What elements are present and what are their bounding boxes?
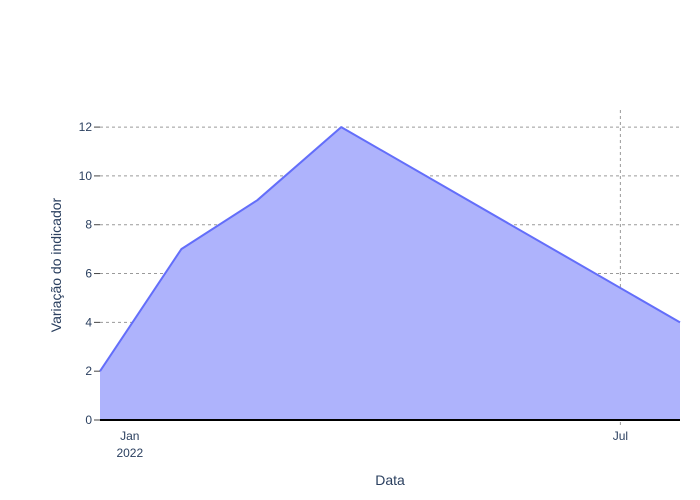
- y-tick-label: 12: [79, 120, 93, 134]
- area-fill-series-0: [100, 127, 680, 421]
- y-tick-label: 2: [85, 364, 92, 378]
- x-axis-title: Data: [375, 472, 405, 488]
- y-tick-label: 8: [85, 218, 92, 232]
- label-layer: 0 2 4 6 8 10 12 Jan 2022 Jul: [79, 120, 628, 460]
- x-tick-label: Jul: [613, 429, 628, 443]
- y-tick-label: 0: [85, 413, 92, 427]
- y-tick-label: 6: [85, 267, 92, 281]
- y-axis-title: Variação do indicador: [48, 197, 64, 332]
- area-layer: [99, 126, 681, 421]
- area-line-series-0: [99, 126, 681, 372]
- x-tick-label: Jan: [120, 429, 139, 443]
- axis-layer: [94, 126, 680, 421]
- x-tick-sublabel: 2022: [116, 446, 143, 460]
- y-tick-label: 4: [85, 315, 92, 329]
- y-tick-label: 10: [79, 169, 93, 183]
